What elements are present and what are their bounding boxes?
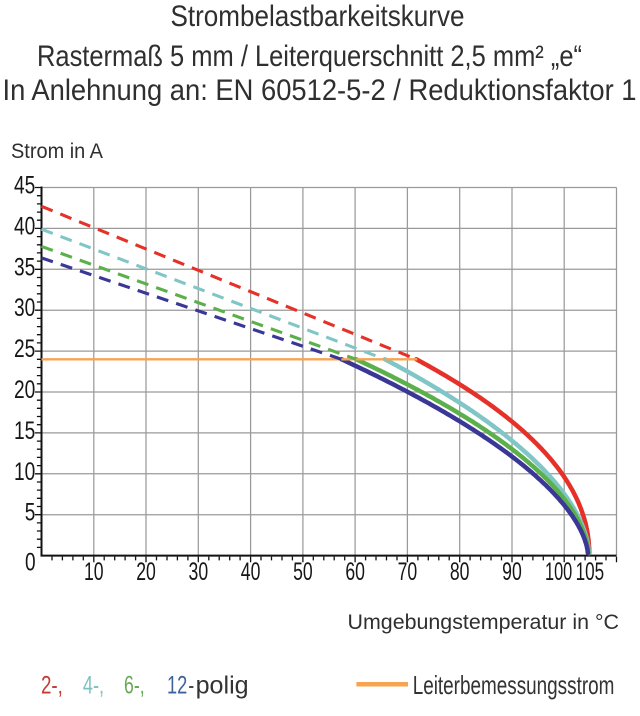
svg-text:20: 20 bbox=[14, 376, 35, 404]
svg-text:45: 45 bbox=[14, 172, 35, 200]
svg-text:30: 30 bbox=[14, 294, 35, 322]
svg-text:20: 20 bbox=[136, 558, 156, 586]
svg-text:5: 5 bbox=[25, 499, 36, 527]
svg-text:30: 30 bbox=[189, 558, 209, 586]
svg-text:35: 35 bbox=[14, 253, 35, 281]
svg-text:50: 50 bbox=[293, 558, 313, 586]
svg-text:-: - bbox=[188, 671, 194, 699]
svg-text:Rastermaß 5 mm / Leiterquersch: Rastermaß 5 mm / Leiterquerschnitt 2,5 m… bbox=[37, 40, 582, 73]
svg-text:Umgebungstemperatur in °C: Umgebungstemperatur in °C bbox=[348, 610, 620, 634]
svg-text:Strom in A: Strom in A bbox=[11, 139, 104, 163]
svg-text:100: 100 bbox=[545, 558, 572, 586]
svg-text:Leiterbemessungsstrom: Leiterbemessungsstrom bbox=[413, 670, 615, 700]
svg-text:Strombelastbarkeitskurve: Strombelastbarkeitskurve bbox=[171, 0, 465, 33]
svg-text:60: 60 bbox=[345, 558, 365, 586]
svg-text:10: 10 bbox=[14, 458, 35, 486]
svg-text:70: 70 bbox=[398, 558, 418, 586]
svg-text:10: 10 bbox=[84, 558, 104, 586]
svg-text:25: 25 bbox=[14, 335, 35, 363]
svg-text:4-,: 4-, bbox=[83, 671, 104, 699]
svg-text:40: 40 bbox=[14, 212, 35, 240]
svg-text:90: 90 bbox=[502, 558, 522, 586]
svg-text:15: 15 bbox=[14, 417, 35, 445]
svg-text:12: 12 bbox=[167, 671, 187, 699]
svg-text:polig: polig bbox=[196, 671, 249, 699]
svg-text:40: 40 bbox=[241, 558, 261, 586]
svg-text:80: 80 bbox=[450, 558, 470, 586]
svg-text:6-,: 6-, bbox=[124, 671, 145, 699]
svg-text:In Anlehnung an: EN 60512-5-2: In Anlehnung an: EN 60512-5-2 / Reduktio… bbox=[3, 74, 637, 107]
svg-text:0: 0 bbox=[25, 548, 36, 576]
svg-text:105: 105 bbox=[576, 558, 605, 586]
svg-text:2-,: 2-, bbox=[41, 671, 63, 699]
